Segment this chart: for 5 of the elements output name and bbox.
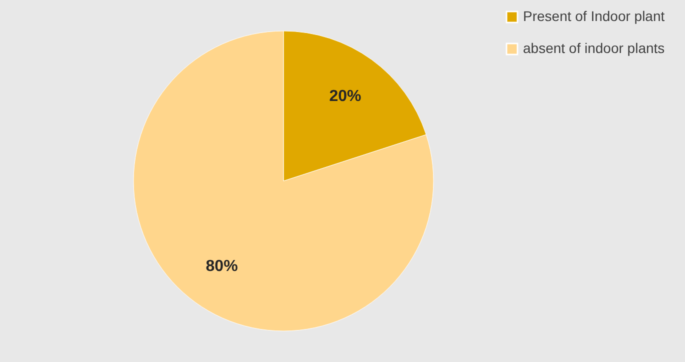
legend-label: absent of indoor plants [523, 40, 665, 56]
data-label: 80% [206, 258, 238, 275]
pie-slice [133, 30, 434, 332]
data-label: 20% [329, 88, 362, 106]
legend-label: Present of Indoor plant [523, 8, 665, 24]
